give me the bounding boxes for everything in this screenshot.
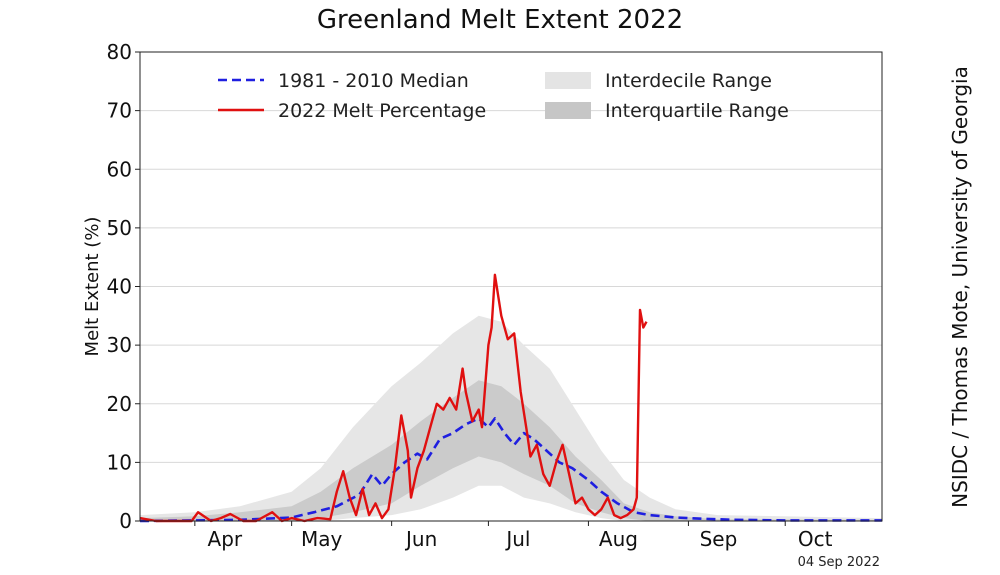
source-credit: NSIDC / Thomas Mote, University of Georg… xyxy=(948,66,972,508)
series-lines xyxy=(139,273,882,523)
y-tick-label: 80 xyxy=(107,40,132,64)
x-tick-label: Jul xyxy=(504,527,530,551)
y-tick-label: 60 xyxy=(107,157,132,181)
y-tick-label: 10 xyxy=(107,450,132,474)
y-tick-label: 30 xyxy=(107,333,132,357)
x-tick-label: Jun xyxy=(404,527,437,551)
median-line xyxy=(139,417,882,523)
y-tick-label: 0 xyxy=(119,509,132,533)
legend-label: 1981 - 2010 Median xyxy=(278,70,469,92)
y-tick-label: 50 xyxy=(107,216,132,240)
melt-2022-line xyxy=(139,273,648,523)
x-tick-label: Oct xyxy=(798,527,833,551)
y-tick-label: 40 xyxy=(107,275,132,299)
interquartile-band xyxy=(140,380,882,521)
y-axis-ticks: 0 10 20 30 40 50 60 70 80 xyxy=(107,40,140,533)
x-tick-label: May xyxy=(301,527,343,551)
x-tick-label: Sep xyxy=(700,527,738,551)
y-tick-label: 70 xyxy=(107,99,132,123)
range-bands xyxy=(140,315,882,521)
y-tick-label: 20 xyxy=(107,392,132,416)
legend-label: 2022 Melt Percentage xyxy=(278,100,486,122)
legend-label: Interquartile Range xyxy=(605,100,789,122)
legend-label: Interdecile Range xyxy=(605,70,772,92)
legend-swatch xyxy=(545,102,591,119)
x-tick-label: Aug xyxy=(599,527,638,551)
chart-title: Greenland Melt Extent 2022 xyxy=(317,5,683,35)
legend-swatch xyxy=(545,72,591,89)
legend: 1981 - 2010 Median 2022 Melt Percentage In… xyxy=(218,70,789,122)
x-tick-label: Apr xyxy=(208,527,243,551)
x-axis-ticks: Apr May Jun Jul Aug Sep Oct xyxy=(194,521,833,551)
y-axis-label: Melt Extent (%) xyxy=(82,217,103,357)
date-stamp: 04 Sep 2022 xyxy=(798,555,880,570)
